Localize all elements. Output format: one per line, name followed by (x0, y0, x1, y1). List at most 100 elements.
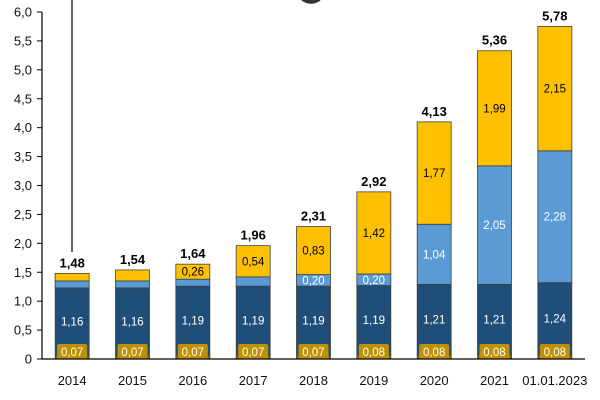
x-tick-label: 2016 (178, 373, 207, 388)
total-label: 2,92 (361, 174, 386, 189)
segment-label: 0,20 (302, 275, 324, 287)
bar-segment-segment-3 (537, 150, 573, 284)
bar-segment-segment-4 (54, 273, 90, 282)
segment-label-box (57, 344, 88, 359)
segment-label: 0,07 (242, 347, 264, 359)
segment-label: 0,07 (302, 347, 324, 359)
y-tick-label: 3,0 (14, 178, 32, 193)
segment-label-box (358, 344, 389, 359)
y-tick-label: 3,5 (14, 149, 32, 164)
bar-segment-segment-3 (235, 276, 271, 287)
total-label: 4,13 (422, 104, 447, 119)
total-label: 5,78 (542, 8, 567, 23)
bar-stack: 0,07 1,19 0,54 1,96 (235, 228, 271, 360)
segment-label: 1,19 (242, 316, 264, 328)
segment-label: 0,08 (423, 347, 445, 359)
segment-label: 1,19 (363, 315, 385, 327)
segment-label: 0,08 (544, 347, 566, 359)
bar-segment-segment-3 (175, 278, 211, 287)
decorations (71, 0, 321, 252)
segment-label: 0,07 (182, 347, 204, 359)
segment-label: 1,42 (363, 228, 385, 240)
x-tick-label: 2014 (58, 373, 87, 388)
x-tick-label: 2018 (299, 373, 328, 388)
segment-label: 1,16 (61, 316, 83, 328)
total-label: 2,31 (301, 209, 326, 224)
x-tick-label: 2015 (118, 373, 147, 388)
bar-segment-segment-4 (477, 50, 512, 167)
bar-segment-segment-2 (54, 287, 90, 356)
y-tick-label: 1,0 (14, 294, 32, 309)
y-tick-label: 4,0 (14, 120, 32, 135)
bar-stack: 0,07 1,19 0,20 0,83 2,31 (296, 209, 331, 360)
segment-label: 0,08 (363, 347, 385, 359)
bars: 0,07 1,16 1,48 0,07 1,16 1,54 0,07 1,19 0,26 1,64… (54, 8, 573, 360)
bar-segment-segment-4 (356, 191, 392, 275)
segment-label: 2,15 (544, 84, 566, 96)
bar-segment-segment-2 (175, 285, 211, 356)
total-label: 1,54 (120, 252, 146, 267)
segment-label: 1,16 (121, 316, 143, 328)
y-tick-label: 2,5 (14, 207, 32, 222)
segment-label: 1,21 (483, 314, 505, 326)
segment-label: 1,21 (423, 314, 445, 326)
bar-segment-segment-3 (115, 280, 150, 289)
total-label: 5,36 (482, 33, 507, 48)
segment-label: 1,99 (483, 103, 505, 115)
segment-label-box (238, 344, 269, 359)
segment-label: 1,19 (302, 316, 324, 328)
segment-label: 1,24 (544, 314, 567, 326)
x-axis: 2014 2015 2016 2017 2018 2019 2020 2021 01.01.20… (42, 358, 587, 388)
bar-segment-segment-4 (115, 269, 150, 282)
bar-stack: 0,07 1,16 1,48 (54, 255, 90, 360)
segment-label-box (479, 344, 510, 359)
segment-label: 0,83 (302, 246, 324, 258)
bar-segment-segment-4 (235, 245, 271, 278)
x-tick-label: 2017 (239, 373, 268, 388)
segment-label-box (419, 344, 450, 359)
y-tick-label: 0,5 (14, 323, 32, 338)
segment-label: 2,05 (483, 220, 505, 232)
bar-stack: 0,08 1,21 1,04 1,77 4,13 (416, 104, 452, 360)
segment-label: 0,08 (483, 347, 505, 359)
bar-stack: 0,08 1,21 2,05 1,99 5,36 (477, 33, 512, 360)
x-tick-label: 2020 (420, 373, 449, 388)
y-tick-label: 6,0 (14, 5, 32, 20)
bar-segment-segment-2 (537, 282, 573, 355)
bar-stack: 0,07 1,19 0,26 1,64 (175, 246, 211, 360)
segment-label-box (298, 344, 329, 359)
bar-segment-segment-4 (296, 226, 331, 275)
segment-label-box (539, 344, 570, 359)
partial-arc-shape (301, 0, 321, 4)
bar-segment-segment-2 (296, 285, 331, 356)
bar-segment-segment-4 (537, 26, 573, 152)
bar-segment-segment-3 (477, 165, 512, 285)
segment-label: 0,54 (242, 256, 265, 268)
bar-segment-segment-3 (54, 280, 90, 289)
segment-label: 2,28 (544, 212, 566, 224)
segment-label-box (177, 344, 208, 359)
bar-segment-segment-2 (115, 287, 150, 356)
segment-label: 0,20 (363, 275, 385, 287)
segment-label: 1,19 (182, 316, 204, 328)
segment-label: 1,04 (423, 249, 446, 261)
y-tick-label: 2,0 (14, 236, 32, 251)
segment-label-box (117, 344, 148, 359)
total-label: 1,48 (60, 255, 85, 270)
bar-segment-segment-2 (416, 283, 452, 355)
y-axis: 0 0,5 1,0 1,5 2,0 2,5 3,0 3,5 4,0 4,5 5,0 5,5 6,0 (14, 5, 43, 367)
segment-label: 0,07 (61, 347, 83, 359)
segment-label: 1,77 (423, 168, 445, 180)
y-tick-label: 5,5 (14, 33, 32, 48)
y-tick-label: 4,5 (14, 91, 32, 106)
segment-label: 0,07 (121, 347, 143, 359)
y-tick-label: 1,5 (14, 265, 32, 280)
total-label: 1,64 (180, 246, 206, 261)
x-tick-label: 2019 (359, 373, 388, 388)
y-tick-label: 0 (25, 352, 32, 367)
y-tick-label: 5,0 (14, 62, 32, 77)
total-label: 1,96 (241, 228, 266, 243)
x-tick-label: 2021 (480, 373, 509, 388)
bar-stack: 0,08 1,19 0,20 1,42 2,92 (356, 174, 392, 360)
